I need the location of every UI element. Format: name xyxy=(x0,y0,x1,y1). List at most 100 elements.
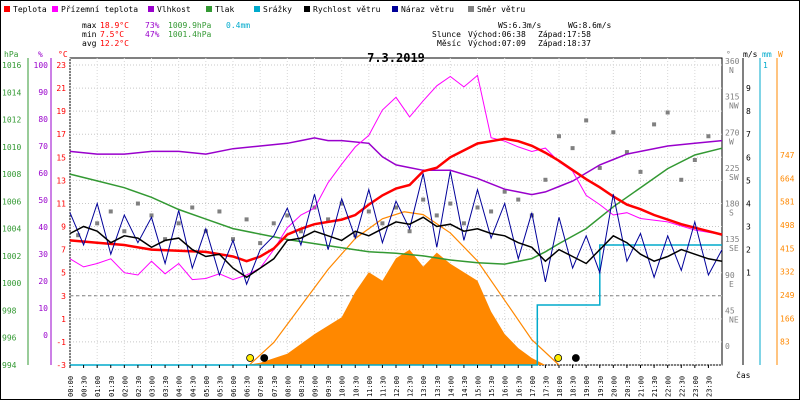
wind-direction-point xyxy=(163,237,168,242)
x-tick-label: 08:30 xyxy=(298,376,306,397)
legend-label: Rychlost větru xyxy=(313,5,381,14)
wind-direction-point xyxy=(692,158,697,162)
wind-direction-point xyxy=(475,205,480,210)
pressure-tick-label: 994 xyxy=(2,361,17,370)
radiation-unit: W xyxy=(778,50,783,59)
x-tick-label: 05:00 xyxy=(203,376,211,397)
wind-direction-point xyxy=(611,130,616,135)
pressure-tick-label: 1014 xyxy=(2,88,21,97)
humidity-tick-label: 40 xyxy=(38,223,48,232)
legend-swatch xyxy=(392,6,398,12)
wind-direction-point xyxy=(285,213,290,218)
pressure-tick-label: 1010 xyxy=(2,143,21,152)
pressure-tick-label: 1002 xyxy=(2,252,21,261)
humidity-tick-label: 60 xyxy=(38,169,48,178)
rain-tick-label: 1 xyxy=(763,61,768,70)
humidity-tick-label: 70 xyxy=(38,142,48,151)
x-tick-label: 19:00 xyxy=(583,376,591,397)
moon-marker-icon xyxy=(571,354,580,362)
wind-direction-point xyxy=(421,197,426,202)
pressure-tick-label: 1006 xyxy=(2,197,21,206)
legend-swatch xyxy=(52,6,58,12)
stats-max-label: max xyxy=(82,21,97,30)
x-tick-label: 12:00 xyxy=(393,376,401,397)
wind-direction-point xyxy=(271,221,276,226)
legend-swatch xyxy=(468,6,474,12)
wind-direction-point xyxy=(244,217,249,222)
wind-direction-point xyxy=(353,233,358,238)
humidity-tick-label: 90 xyxy=(38,88,48,97)
x-tick-label: 17:30 xyxy=(542,376,550,397)
wind-direction-point xyxy=(298,229,303,234)
solar-radiation-area xyxy=(246,249,546,365)
temperature-line xyxy=(69,137,723,263)
wind-speed-tick-label: 5 xyxy=(746,176,751,185)
temperature-tick-label: 11 xyxy=(56,199,66,208)
stats-avg-temp: 12.2°C xyxy=(100,39,129,48)
radiation-tick-label: 581 xyxy=(780,198,795,207)
wind-speed-tick-label: 7 xyxy=(746,130,751,139)
x-tick-label: 14:30 xyxy=(461,376,469,397)
x-tick-label: 00:00 xyxy=(67,376,75,397)
x-tick-label: 10:30 xyxy=(352,376,360,397)
x-tick-label: 13:30 xyxy=(434,376,442,397)
stats-min-press: 1001.4hPa xyxy=(168,30,212,39)
legend-label: Teplota xyxy=(13,5,47,14)
direction-tick-label: 225 xyxy=(725,164,740,173)
direction-compass-label: W xyxy=(729,137,734,146)
direction-compass-label: S xyxy=(729,209,734,218)
x-tick-label: 23:00 xyxy=(692,376,700,397)
wind-direction-point xyxy=(502,189,507,194)
pressure-unit: hPa xyxy=(4,50,19,59)
wind-speed-tick-label: 1 xyxy=(746,269,751,278)
temperature-tick-label: 23 xyxy=(56,61,66,70)
wind-direction-point xyxy=(176,221,181,226)
x-tick-label: 20:00 xyxy=(610,376,618,397)
legend-swatch xyxy=(4,6,10,12)
direction-tick-label: 315 xyxy=(725,93,740,102)
theoretical-radiation-line xyxy=(248,211,560,366)
ground-temperature-line xyxy=(69,74,723,281)
legend-swatch xyxy=(304,6,310,12)
radiation-tick-label: 415 xyxy=(780,244,795,253)
temperature-tick-label: 5 xyxy=(61,269,66,278)
x-tick-label: 02:00 xyxy=(121,376,129,397)
wind-direction-point xyxy=(706,134,711,139)
moon-rise: Východ:07:09 xyxy=(468,39,526,48)
x-tick-label: 01:30 xyxy=(108,376,116,397)
legend-label: Srážky xyxy=(263,5,292,14)
wind-direction-point xyxy=(203,229,208,234)
x-tick-label: 13:00 xyxy=(420,376,428,397)
legend-swatch xyxy=(148,6,154,12)
temperature-tick-label: 21 xyxy=(56,84,66,93)
x-tick-label: 10:00 xyxy=(339,376,347,397)
x-tick-label: 04:00 xyxy=(176,376,184,397)
x-tick-label: 11:00 xyxy=(366,376,374,397)
x-tick-label: 16:30 xyxy=(515,376,523,397)
x-tick-label: 17:00 xyxy=(529,376,537,397)
plot-area xyxy=(69,74,723,366)
wind-wg: WG:8.6m/s xyxy=(568,21,612,30)
direction-tick-label: 360 xyxy=(725,57,740,66)
legend-label: Směr větru xyxy=(477,5,525,14)
x-tick-label: 03:00 xyxy=(149,376,157,397)
x-tick-label: 21:30 xyxy=(651,376,659,397)
sun-marker-icon xyxy=(554,354,563,362)
humidity-tick-label: 100 xyxy=(34,61,49,70)
temperature-tick-label: 15 xyxy=(56,153,66,162)
wind-direction-point xyxy=(557,134,561,139)
direction-tick-label: 45 xyxy=(725,306,735,315)
direction-tick-label: 135 xyxy=(725,235,740,244)
wind-speed-tick-label: 4 xyxy=(746,199,751,208)
humidity-tick-label: 50 xyxy=(38,196,48,205)
x-axis-ticks: 00:00 00:30 01:00 01:30 02:00 02:30 03:00 03:30… xyxy=(67,365,713,397)
x-tick-label: 09:30 xyxy=(325,376,333,397)
sun-marker-icon xyxy=(246,354,255,362)
pressure-tick-label: 998 xyxy=(2,306,17,315)
wind-direction-point xyxy=(489,209,494,214)
wind-direction-point xyxy=(76,233,81,238)
x-tick-label: 22:00 xyxy=(665,376,673,397)
wind-direction-point xyxy=(366,209,371,214)
stats-max-press: 1009.9hPa xyxy=(168,21,212,30)
